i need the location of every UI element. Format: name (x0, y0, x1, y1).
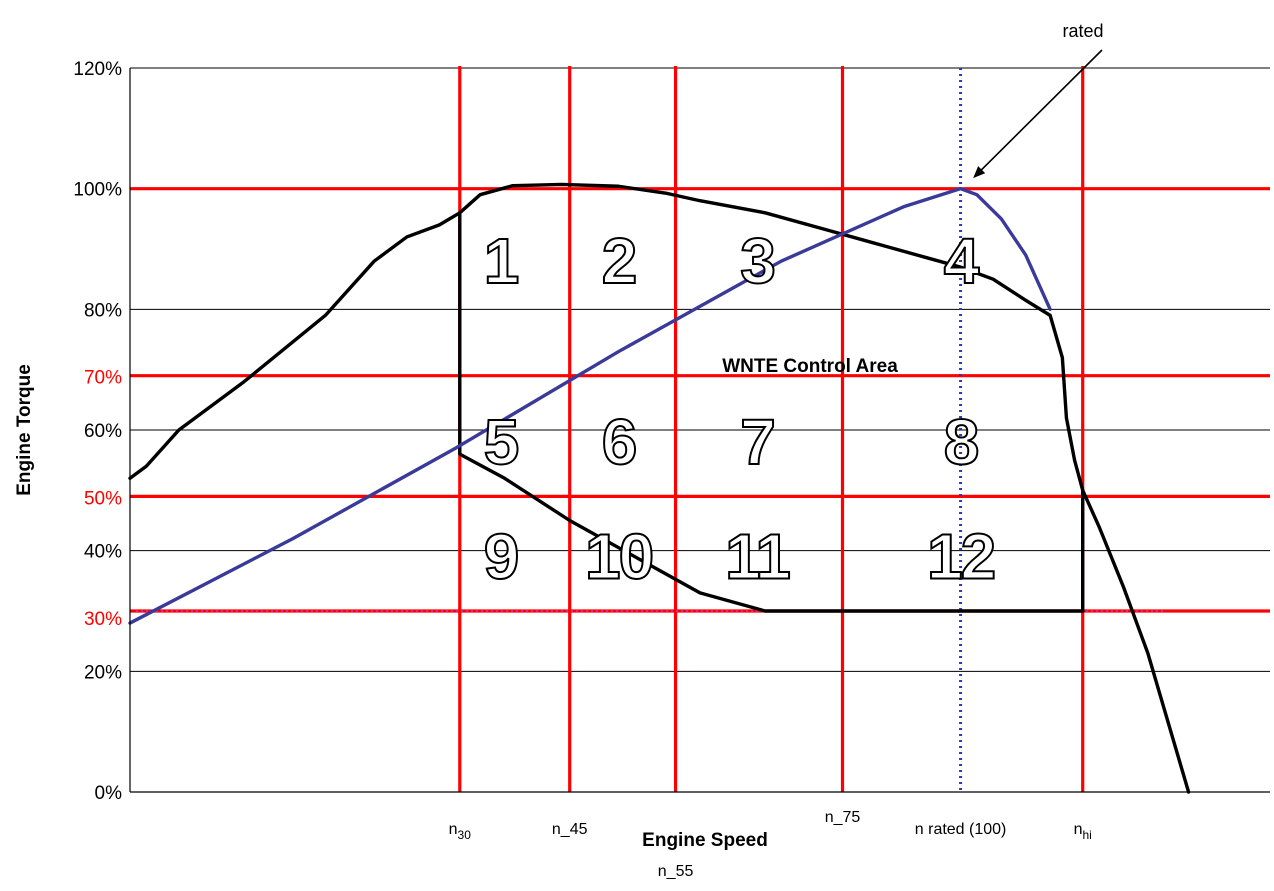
y-tick-labels: 0% 20% 40% 60% 80% 100% 120% 70% 50% 30% (73, 59, 122, 804)
y-tick-label: 40% (84, 542, 122, 563)
gridlines (130, 67, 1270, 793)
y-tick-label: 60% (84, 421, 122, 442)
y-tick-label: 80% (84, 300, 122, 321)
cell-number: 11 (725, 521, 789, 593)
cell-numbers: 1 2 3 45 6 7 89 10 11 12 (483, 224, 998, 594)
series-line-3 (128, 186, 1052, 625)
cell-number: 3 (740, 225, 774, 297)
speed-label: nhi (1074, 821, 1092, 842)
speed-label: n rated (100) (915, 821, 1007, 838)
series-line-0 (128, 182, 1191, 794)
cell-number: 9 (484, 521, 518, 593)
y-tick-label: 100% (73, 180, 122, 201)
y-tick-label: 120% (73, 59, 122, 80)
y-tick-label: 20% (84, 662, 122, 683)
y-red-label: 50% (84, 488, 122, 509)
speed-label: n_55 (658, 863, 694, 880)
cell-number: 7 (740, 406, 774, 478)
y-axis-title: Engine Torque (14, 364, 35, 496)
cell-number: 12 (927, 521, 995, 593)
rated-annotation: rated (973, 21, 1104, 179)
cell-number: 1 (484, 225, 518, 297)
y-red-label: 30% (84, 609, 122, 630)
series-line-1 (458, 211, 1085, 613)
speed-label: n_45 (552, 821, 588, 838)
axes (129, 68, 1270, 793)
x-axis-title: Engine Speed (642, 830, 768, 851)
rated-annotation-text: rated (1062, 21, 1103, 41)
y-tick-label: 0% (95, 783, 123, 804)
y-red-label: 70% (84, 368, 122, 389)
series-lines (128, 182, 1191, 794)
speed-labels: n30 n_45 n_55 n_75n rated (100) nhi (449, 809, 1092, 880)
cell-number: 10 (585, 521, 652, 593)
cell-number: 5 (484, 406, 518, 478)
cell-number: 8 (944, 406, 978, 478)
region-label: WNTE Control Area (722, 356, 898, 377)
rated-arrow (973, 49, 1103, 179)
speed-label: n_75 (825, 809, 861, 826)
speed-label: n30 (449, 821, 472, 842)
cell-number: 4 (944, 225, 980, 297)
red-boundary-lines (130, 66, 1270, 792)
cell-number: 6 (602, 406, 636, 478)
cell-number: 2 (602, 225, 636, 297)
